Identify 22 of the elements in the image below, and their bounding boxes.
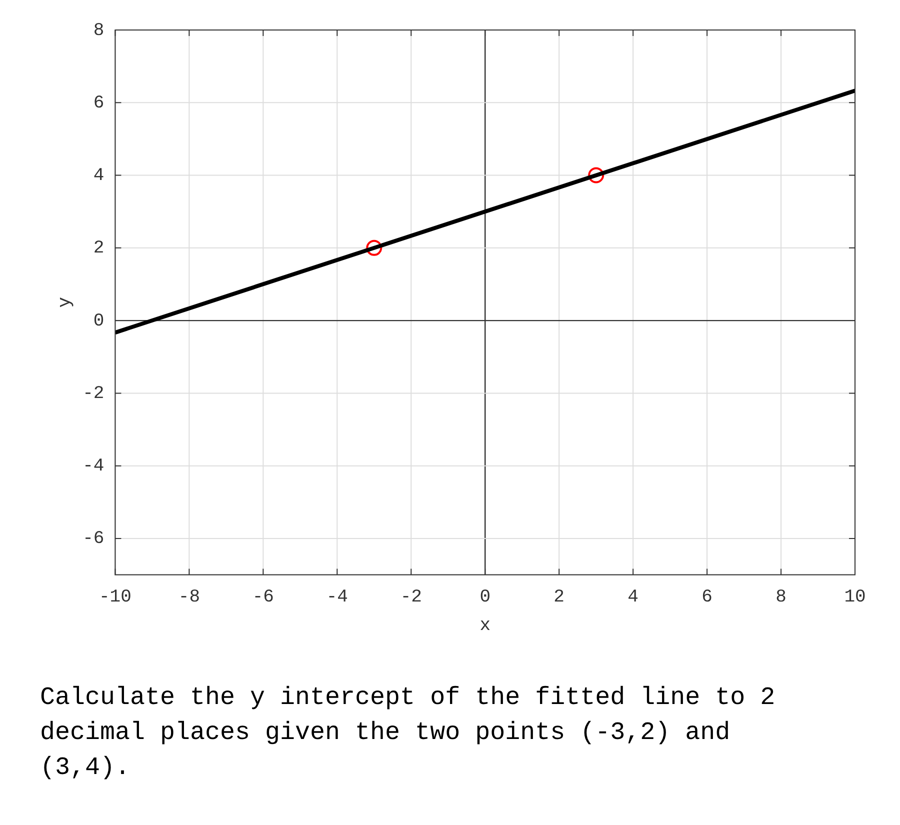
y-tick-label: -2: [82, 384, 104, 404]
x-tick-label: 8: [776, 587, 786, 608]
x-axis-title: x: [480, 616, 491, 636]
y-tick-label: 4: [93, 166, 104, 186]
x-tick-label: 4: [628, 587, 638, 608]
x-tick-label: 2: [554, 587, 564, 608]
y-tick-label: 6: [93, 93, 104, 114]
y-tick-label: 0: [93, 311, 104, 332]
x-tick-label: -10: [99, 587, 132, 608]
x-tick-label: -2: [400, 587, 422, 608]
x-tick-label: -4: [326, 587, 348, 608]
x-tick-label: -8: [178, 587, 200, 608]
x-tick-label: 0: [480, 587, 491, 608]
x-tick-label: 10: [844, 587, 866, 608]
y-axis-title: y: [56, 296, 76, 308]
text: Calculate the y intercept of the fitted line to 2 decimal places given the two points (-3,2) and (3,4).: [40, 682, 776, 784]
y-tick-label: 2: [93, 238, 104, 259]
x-tick-label: -6: [252, 587, 274, 608]
y-tick-label: -6: [82, 529, 104, 550]
y-tick-label: 8: [93, 20, 104, 41]
y-tick-label: -4: [82, 456, 104, 477]
x-tick-label: 6: [702, 587, 712, 608]
